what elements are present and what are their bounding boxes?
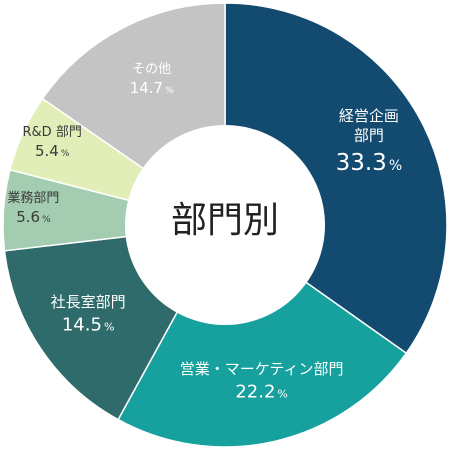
slice-name-line: 社長室部門	[51, 293, 126, 311]
center-label: 部門別	[171, 200, 279, 241]
slice-unit: %	[389, 158, 402, 174]
slice-name-line: 経営企画	[339, 107, 399, 125]
slice-labels: 経営企画部門 33.3 %営業・マーケティン部門 22.2 %社長室部門 14.5 %業務部…	[7, 62, 402, 402]
slice-value: 5.4	[35, 142, 59, 160]
slice-2	[117, 223, 408, 448]
slice-unit: %	[42, 215, 51, 225]
slice-unit: %	[165, 86, 174, 96]
slice-label-3: 社長室部門 14.5%	[51, 293, 126, 336]
slice-name-line: 営業・マーケティン部門	[180, 360, 344, 378]
slice-label-5: R&D 部門 5.4%	[23, 125, 82, 160]
slice-value: 22.2	[235, 381, 275, 402]
slice-unit: %	[104, 321, 114, 334]
slice-label-4: 業務部門 5.6%	[7, 190, 59, 226]
donut-hole	[125, 125, 325, 325]
slice-name-line: その他	[132, 62, 171, 77]
slice-value: 14.5	[62, 315, 102, 336]
slice-name-line: 業務部門	[7, 190, 59, 206]
slice-unit: %	[277, 387, 287, 400]
slice-value: 33.3	[336, 150, 387, 176]
slice-label-6: その他 14.7%	[130, 62, 174, 97]
slice-label-1: 経営企画部門 33.3%	[336, 107, 403, 176]
slice-value: 14.7	[130, 79, 163, 97]
slice-name-line: 部門	[354, 127, 384, 145]
slice-value: 5.6	[16, 208, 40, 226]
slice-name-line: R&D 部門	[23, 125, 82, 140]
slice-1	[224, 2, 448, 355]
slice-label-2: 営業・マーケティン部門 22.2%	[180, 360, 344, 403]
slice-unit: %	[61, 149, 70, 159]
